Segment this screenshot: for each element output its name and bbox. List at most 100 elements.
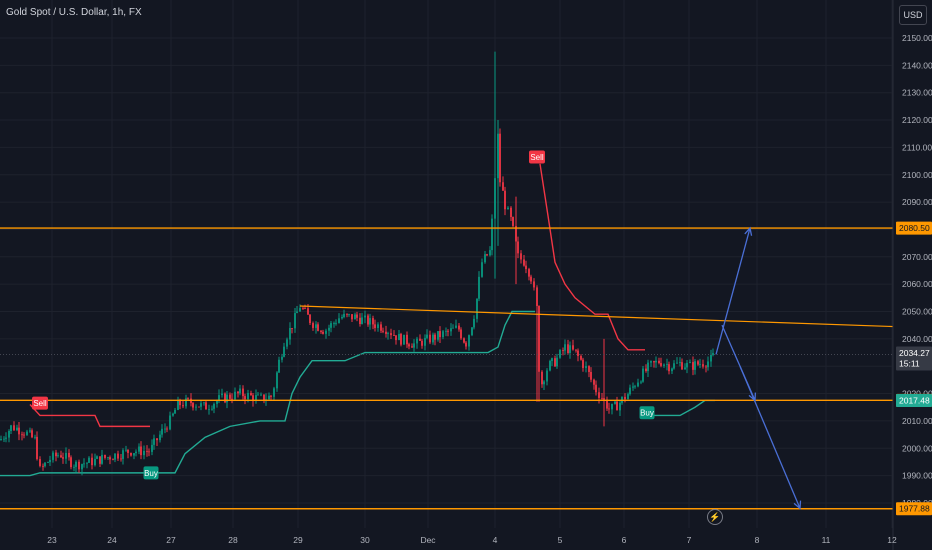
candle	[291, 327, 293, 329]
candle	[47, 462, 49, 463]
candle	[551, 358, 553, 362]
candle	[161, 428, 163, 435]
candle	[590, 371, 592, 380]
sell-signal-label: Sell	[529, 150, 545, 164]
time-tick-label: 24	[107, 535, 117, 545]
time-tick-label: 5	[558, 535, 563, 545]
candle	[595, 384, 597, 393]
candle	[437, 331, 439, 340]
candle	[96, 456, 98, 459]
candle	[260, 394, 262, 396]
candle	[70, 457, 72, 468]
candle	[637, 382, 639, 387]
candle	[252, 395, 254, 402]
lightning-icon[interactable]: ⚡	[707, 509, 723, 525]
candle	[55, 452, 57, 457]
candle	[281, 356, 283, 360]
price-label-supertrend	[896, 393, 932, 407]
candle	[658, 360, 660, 364]
chart-drawings	[0, 226, 894, 510]
candle	[179, 399, 181, 406]
candle	[624, 396, 626, 400]
candle	[29, 430, 31, 432]
candle	[645, 368, 647, 372]
candle	[156, 438, 158, 441]
candle	[653, 361, 655, 363]
signal-badge	[639, 406, 655, 420]
candle	[593, 379, 595, 385]
arrowhead-icon	[793, 500, 802, 510]
candle	[663, 364, 665, 366]
projection-path[interactable]	[739, 365, 801, 509]
price-axis: 2150.00 2140.00 2130.00 2120.00 2110.00 2100.…	[902, 33, 932, 508]
signal-badge	[32, 396, 48, 410]
candle	[31, 430, 33, 438]
candle	[83, 463, 85, 465]
trendline[interactable]	[299, 305, 894, 328]
candle	[494, 178, 496, 219]
candle	[151, 444, 153, 452]
candle	[343, 313, 345, 318]
candle	[395, 335, 397, 341]
supertrend-line	[645, 399, 715, 417]
candle	[315, 324, 317, 328]
candle	[309, 314, 311, 324]
time-tick-label: 7	[687, 535, 692, 545]
candle	[148, 451, 150, 453]
candle	[125, 449, 127, 451]
candle	[515, 225, 517, 242]
price-label-text: 2017.48	[899, 395, 930, 405]
candle	[122, 450, 124, 459]
candle	[523, 259, 525, 266]
candle	[320, 330, 322, 332]
candle	[257, 394, 259, 396]
candle	[361, 317, 363, 325]
candle	[135, 451, 137, 454]
candle	[567, 344, 569, 353]
candle	[68, 452, 70, 458]
candle	[525, 265, 527, 270]
candle	[694, 361, 696, 370]
time-tick-label: 11	[822, 535, 831, 545]
price-label-text: 2034.27	[899, 348, 930, 358]
time-axis: 23 24 27 28 29 30 Dec 4 5 6 7 8 11 12	[47, 535, 897, 545]
candle	[107, 457, 109, 459]
candle	[543, 381, 545, 385]
candle	[432, 334, 434, 343]
sell-signal-label: Sell	[32, 396, 48, 410]
candle	[497, 133, 499, 179]
signal-badge	[143, 466, 159, 480]
candle	[411, 346, 413, 348]
candle	[302, 308, 304, 309]
candle	[109, 457, 111, 460]
candle	[473, 318, 475, 328]
candle	[627, 394, 629, 400]
candle	[91, 457, 93, 466]
candle	[403, 334, 405, 345]
candle	[174, 409, 176, 414]
candle	[619, 402, 621, 411]
candle	[205, 402, 207, 410]
candle	[481, 262, 483, 277]
price-tick-label: 2100.00	[902, 170, 932, 180]
candle	[192, 402, 194, 408]
candle	[283, 346, 285, 357]
candle	[533, 281, 535, 288]
candle	[140, 446, 142, 456]
buy-signal-label: Buy	[143, 466, 159, 480]
candle	[299, 308, 301, 312]
currency-button[interactable]: USD	[899, 5, 927, 25]
candle	[351, 314, 353, 320]
candle	[434, 334, 436, 340]
candle	[120, 458, 122, 460]
candle	[153, 438, 155, 445]
candle	[692, 362, 694, 370]
candle	[75, 461, 77, 467]
symbol-title[interactable]: Gold Spot / U.S. Dollar, 1h, FX	[6, 7, 142, 18]
candle	[200, 403, 202, 407]
candle	[94, 458, 96, 466]
candle	[304, 308, 306, 309]
price-tick-label: 2020.00	[902, 389, 932, 399]
projection-path[interactable]	[715, 227, 751, 355]
